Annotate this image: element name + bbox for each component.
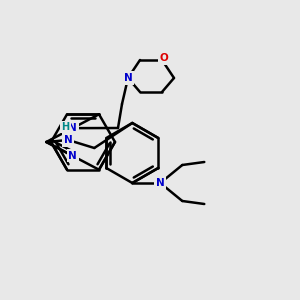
Text: N: N [68,151,77,161]
Text: N: N [64,135,73,145]
Text: N: N [156,178,165,188]
Text: N: N [68,123,77,133]
Text: H: H [61,122,69,132]
Text: N: N [124,73,132,83]
Text: O: O [160,53,168,63]
